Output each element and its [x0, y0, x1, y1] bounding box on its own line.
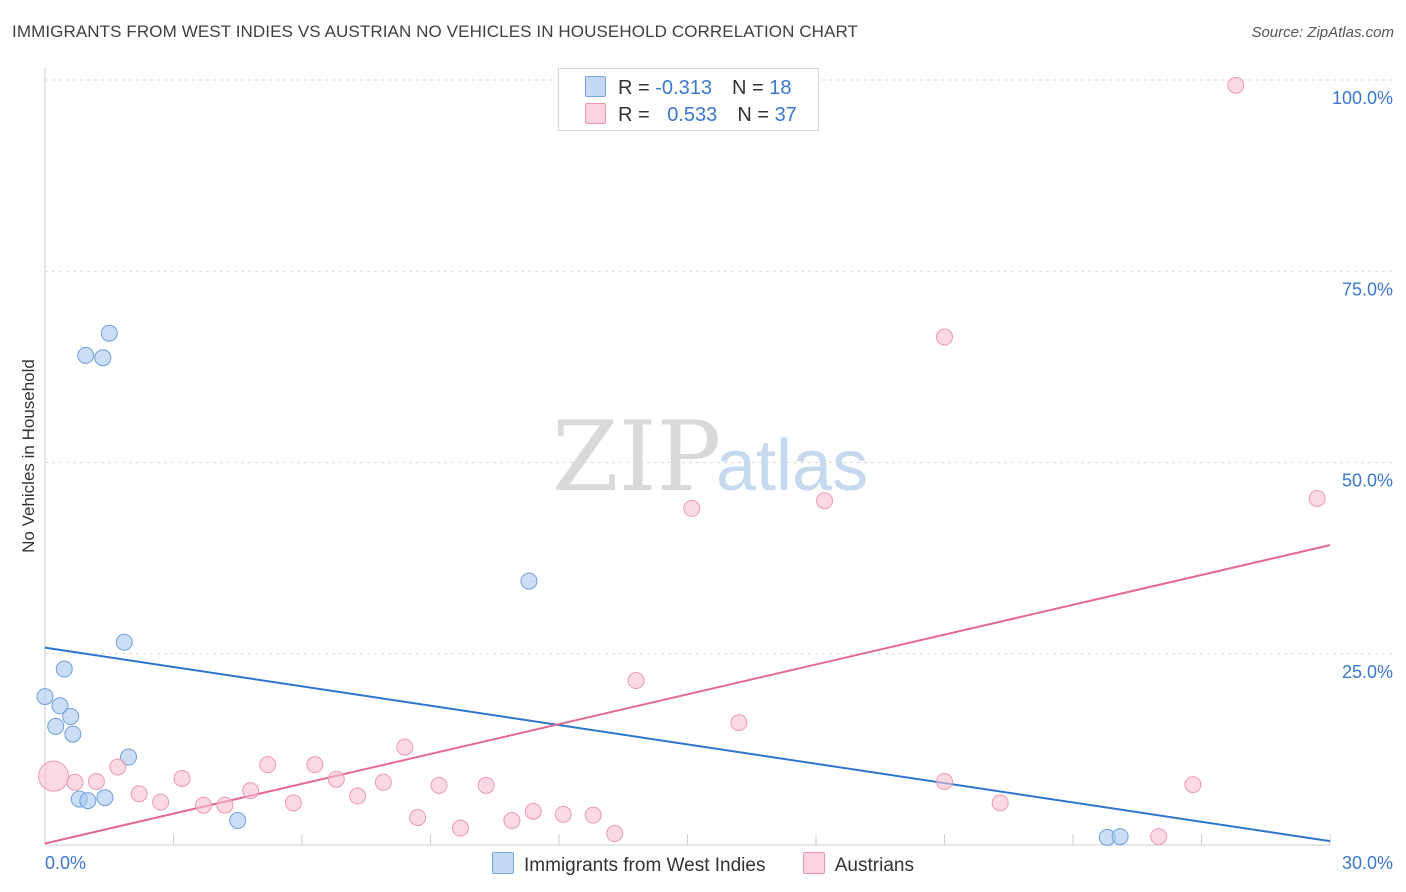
- point-west-indies: [55, 660, 73, 678]
- point-austrians: [503, 812, 521, 830]
- legend-n-label: N =: [731, 77, 770, 99]
- point-austrians: [66, 773, 84, 791]
- point-austrians: [327, 770, 345, 788]
- series-label-austrians: Austrians: [834, 855, 914, 876]
- point-austrians: [816, 492, 834, 510]
- point-austrians: [109, 758, 127, 776]
- point-west-indies: [77, 346, 95, 364]
- watermark-atlas: atlas: [716, 426, 868, 506]
- point-austrians: [584, 806, 602, 824]
- point-west-indies: [96, 789, 114, 807]
- point-austrians: [130, 785, 148, 803]
- series-swatch-austrians: [802, 852, 825, 874]
- point-west-indies: [115, 633, 133, 651]
- x-tick-label: 30.0%: [1342, 853, 1393, 873]
- point-west-indies: [100, 324, 118, 342]
- point-austrians: [1227, 76, 1245, 94]
- point-austrians: [306, 756, 324, 774]
- legend-swatch-west-indies: [585, 76, 606, 97]
- series-swatch-west-indies: [492, 852, 515, 874]
- point-west-indies: [520, 572, 538, 590]
- point-austrians: [477, 776, 495, 794]
- axes: [44, 68, 1331, 846]
- point-austrians: [152, 793, 170, 811]
- point-austrians: [730, 714, 748, 732]
- chart-title: IMMIGRANTS FROM WEST INDIES VS AUSTRIAN …: [12, 22, 859, 41]
- point-austrians: [259, 756, 277, 774]
- trend-line-west-indies: [44, 646, 1331, 843]
- legend-r-label: R =: [618, 104, 656, 126]
- trend-line-austrians: [44, 544, 1331, 845]
- point-austrians: [936, 328, 953, 346]
- point-west-indies: [229, 812, 247, 830]
- point-austrians: [396, 738, 414, 756]
- legend-row-west-indies: R = -0.313 N = 18: [585, 76, 792, 99]
- y-tick-label: 75.0%: [1342, 279, 1393, 299]
- series-legend-austrians[interactable]: Austrians: [802, 852, 914, 877]
- y-tick-label: 25.0%: [1342, 662, 1393, 682]
- point-austrians: [216, 796, 234, 814]
- correlation-legend: R = -0.313 N = 18 R = 0.533 N = 37: [558, 68, 819, 131]
- point-austrians: [194, 796, 212, 814]
- point-austrians: [242, 782, 260, 800]
- series-legend-west-indies[interactable]: Immigrants from West Indies: [492, 852, 765, 877]
- series-legend: Immigrants from West Indies Austrians: [0, 852, 1406, 877]
- legend-swatch-austrians: [585, 103, 606, 124]
- point-austrians: [409, 808, 427, 826]
- legend-n-label: N =: [737, 104, 775, 126]
- watermark-zip: ZIP: [552, 401, 721, 513]
- point-austrians: [1150, 828, 1168, 846]
- point-west-indies: [64, 725, 82, 743]
- point-west-indies: [51, 697, 69, 715]
- legend-r-label: R =: [618, 77, 656, 99]
- legend-n-value: 37: [774, 104, 797, 126]
- legend-r-value: -0.313: [655, 77, 712, 99]
- data-points: [36, 76, 1326, 846]
- source-credit: Source: ZipAtlas.com: [1251, 24, 1394, 41]
- legend-n-value: 18: [769, 77, 792, 99]
- gridlines: [45, 79, 1394, 655]
- point-austrians: [349, 787, 367, 805]
- point-west-indies: [120, 748, 138, 766]
- y-tick-label: 100.0%: [1332, 88, 1393, 108]
- point-austrians: [991, 794, 1009, 812]
- point-west-indies: [47, 717, 65, 735]
- series-label-west-indies: Immigrants from West Indies: [524, 855, 766, 876]
- trend-lines: [44, 544, 1331, 845]
- legend-row-austrians: R = 0.533 N = 37: [585, 103, 797, 126]
- y-axis-title: No Vehicles in Household: [19, 359, 38, 553]
- x-tick-label: 0.0%: [45, 853, 86, 873]
- point-west-indies: [1111, 828, 1129, 846]
- point-austrians: [1184, 776, 1202, 794]
- point-austrians: [936, 773, 953, 791]
- point-austrians: [554, 805, 572, 823]
- point-austrians: [524, 802, 542, 820]
- legend-r-value: 0.533: [667, 104, 718, 126]
- point-west-indies: [94, 349, 112, 367]
- point-austrians: [451, 819, 469, 837]
- watermark: ZIP atlas: [552, 401, 868, 513]
- point-austrians: [374, 773, 392, 791]
- point-austrians: [430, 776, 448, 794]
- point-austrians: [627, 672, 645, 690]
- y-tick-label: 50.0%: [1342, 471, 1393, 491]
- point-austrians: [606, 825, 624, 843]
- point-west-indies: [79, 792, 97, 810]
- point-austrians: [173, 769, 191, 787]
- point-west-indies: [62, 707, 80, 725]
- tick-labels: 25.0% 50.0% 75.0% 100.0% 0.0% 30.0%: [45, 88, 1393, 873]
- point-austrians: [683, 499, 701, 517]
- point-austrians: [87, 773, 105, 791]
- point-austrians: [38, 760, 70, 792]
- point-west-indies: [36, 688, 54, 706]
- point-austrians: [284, 794, 302, 812]
- point-austrians: [1308, 489, 1326, 507]
